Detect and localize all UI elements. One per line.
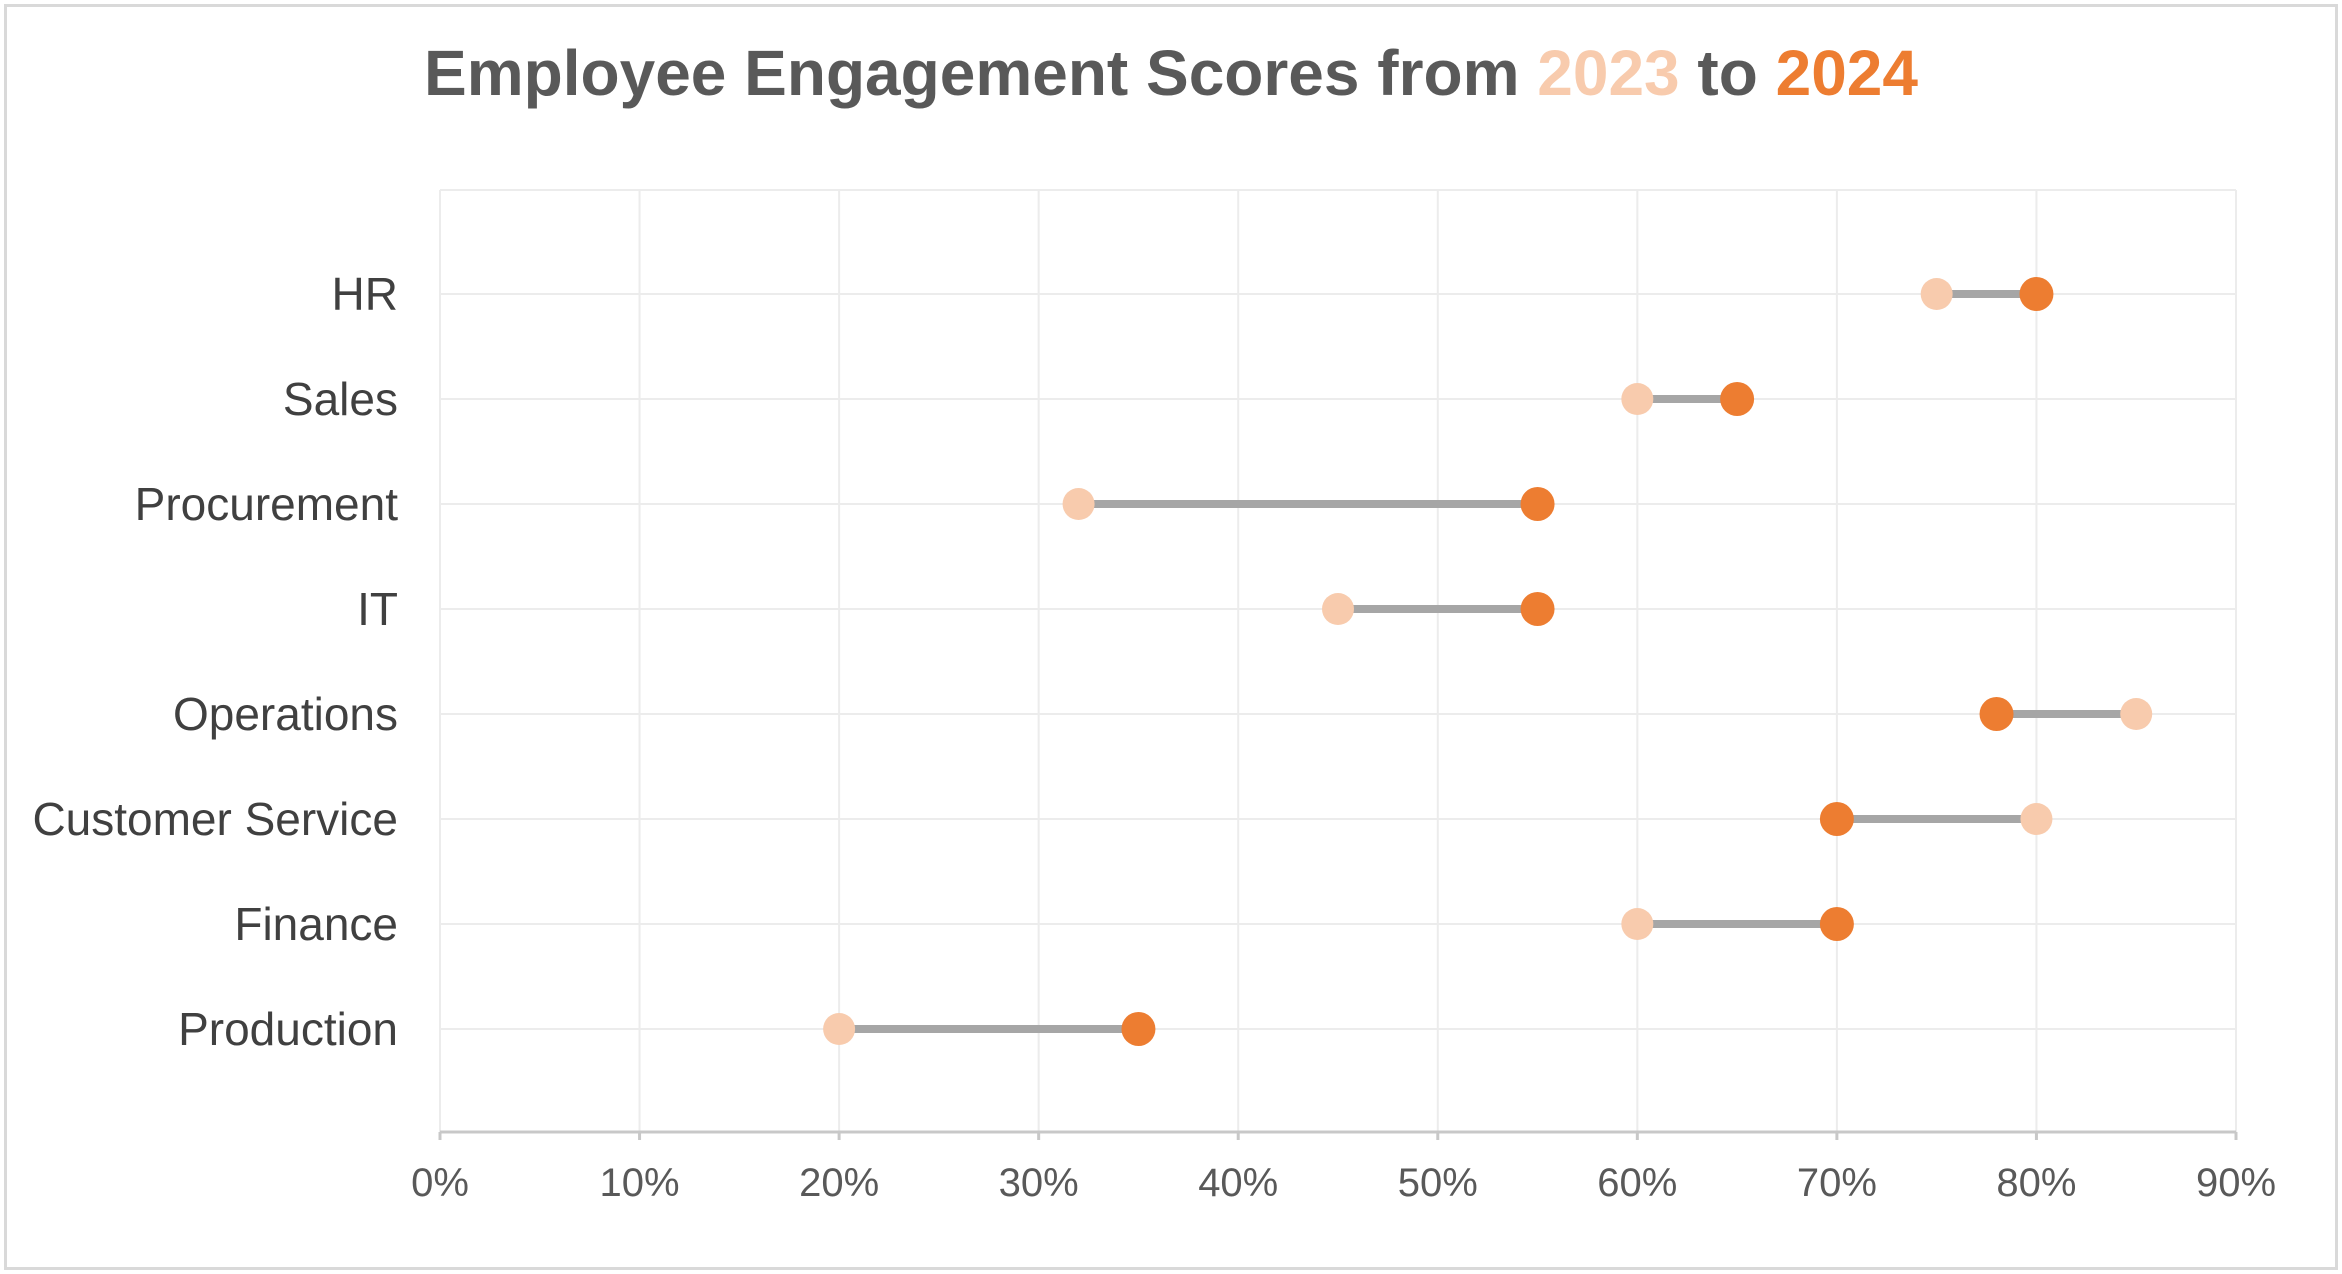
dot-2024 (1979, 697, 2014, 731)
chart-title-prefix: Employee Engagement Scores from (424, 37, 1538, 109)
dot-2024 (2019, 277, 2054, 311)
category-label: Operations (173, 688, 398, 740)
category-label: Customer Service (32, 793, 398, 845)
category-label: IT (357, 583, 398, 635)
dot-2024 (1520, 487, 1555, 521)
dot-2024 (1520, 592, 1555, 626)
dot-2023 (1062, 488, 1095, 520)
category-label: HR (332, 268, 398, 320)
chart-title-year-2023: 2023 (1537, 37, 1680, 109)
dot-2023 (2020, 803, 2053, 835)
dot-2024 (1720, 382, 1755, 416)
x-tick-label: 20% (799, 1161, 879, 1205)
x-tick-label: 10% (600, 1161, 680, 1205)
dot-2024 (1819, 802, 1854, 836)
dot-2023 (1621, 383, 1654, 415)
chart-title-middle: to (1679, 37, 1776, 109)
dot-2024 (1121, 1012, 1156, 1046)
x-tick-label: 0% (411, 1161, 469, 1205)
x-tick-label: 30% (999, 1161, 1079, 1205)
category-label: Production (178, 1003, 398, 1055)
category-label: Finance (234, 898, 398, 950)
x-tick-label: 60% (1597, 1161, 1677, 1205)
x-tick-label: 80% (1996, 1161, 2076, 1205)
dot-2023 (1621, 908, 1654, 940)
x-tick-label: 70% (1797, 1161, 1877, 1205)
chart-title: Employee Engagement Scores from 2023 to … (0, 36, 2342, 110)
x-tick-label: 90% (2196, 1161, 2276, 1205)
x-tick-label: 50% (1398, 1161, 1478, 1205)
x-tick-label: 40% (1198, 1161, 1278, 1205)
dot-2023 (2120, 698, 2153, 730)
category-label: Sales (283, 373, 398, 425)
dot-2024 (1819, 907, 1854, 941)
dot-2023 (1920, 278, 1953, 310)
chart-title-year-2024: 2024 (1775, 37, 1918, 109)
dot-2023 (823, 1013, 856, 1045)
chart-frame (4, 4, 2338, 1270)
dot-2023 (1322, 593, 1354, 625)
category-label: Procurement (135, 478, 399, 530)
